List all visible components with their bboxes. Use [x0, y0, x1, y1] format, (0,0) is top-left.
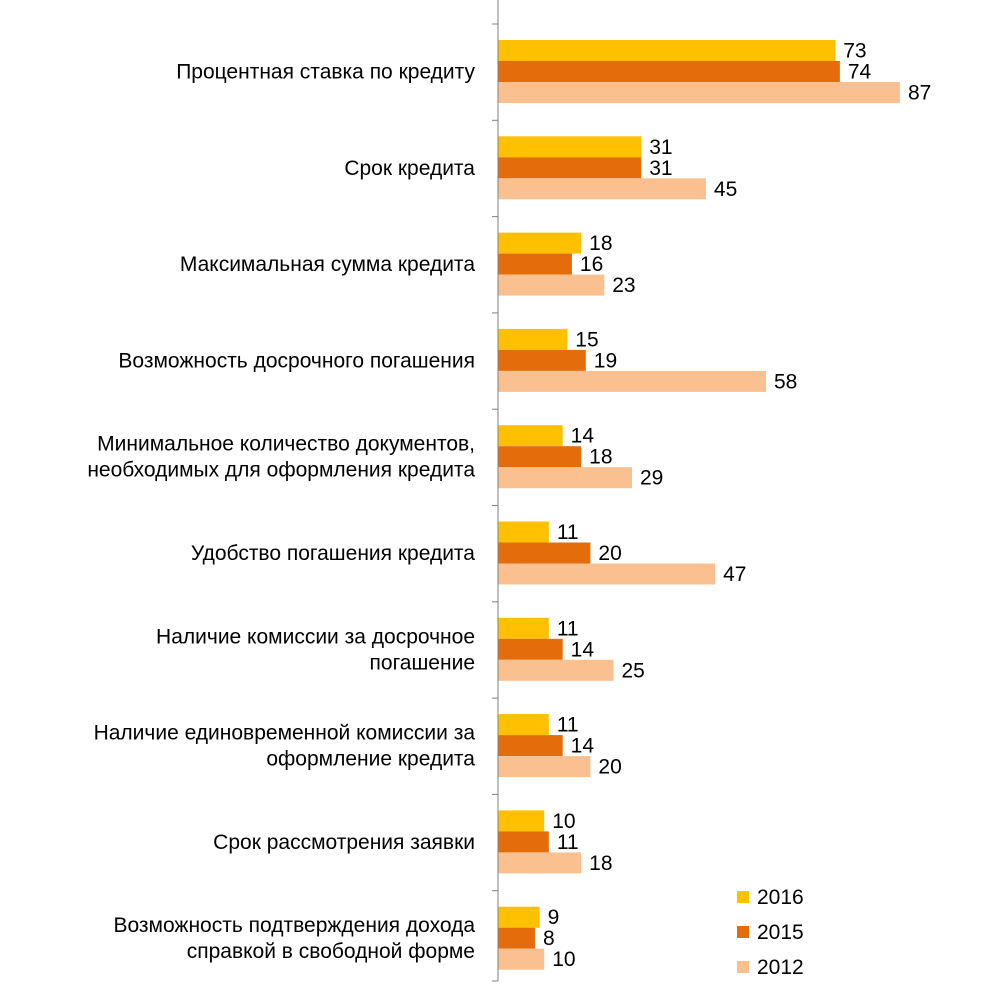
legend: 2016 2015 2012	[737, 886, 804, 979]
value-label: 14	[571, 735, 595, 758]
category-label: Возможность подтверждения дохода справкой…	[113, 914, 475, 963]
category-label: Наличие комиссии за досрочное погашение	[156, 625, 475, 674]
bar-2016	[498, 714, 549, 736]
value-label: 11	[557, 617, 579, 640]
value-label: 14	[571, 638, 595, 661]
legend-label: 2016	[757, 886, 804, 909]
value-label: 8	[543, 927, 555, 950]
value-label: 20	[598, 756, 621, 779]
legend-label: 2015	[757, 921, 804, 944]
bar-2012	[498, 659, 614, 681]
value-label: 18	[589, 852, 612, 875]
value-label: 18	[589, 446, 612, 469]
bar-2012	[498, 370, 766, 392]
category-label-line: необходимых для оформления кредита	[87, 459, 475, 482]
value-label: 20	[598, 542, 621, 565]
bar-2015	[498, 735, 563, 757]
category-label-line: Срок кредита	[344, 157, 475, 180]
value-label: 47	[723, 563, 746, 586]
value-label: 29	[640, 467, 663, 490]
category-axis	[492, 0, 499, 982]
value-label: 14	[571, 425, 595, 448]
category-labels: Процентная ставка по кредиту Срок кредита…	[87, 61, 475, 964]
bar-2012	[498, 852, 582, 874]
value-label: 31	[649, 157, 672, 180]
bar-2016	[498, 328, 568, 350]
bar-2015	[498, 831, 549, 853]
value-label: 11	[557, 714, 579, 737]
bar-2012	[498, 756, 591, 778]
bar-2016	[498, 136, 642, 158]
bar-2012	[498, 467, 632, 489]
value-labels: 7374873131451816231519581418291120471114…	[543, 40, 931, 972]
category-label-line: Возможность досрочного погашения	[118, 349, 475, 372]
category-label-line: справкой в свободной форме	[187, 940, 475, 963]
value-label: 25	[622, 659, 645, 682]
value-label: 58	[774, 370, 797, 393]
category-label-line: Минимальное количество документов,	[97, 433, 475, 456]
legend-swatch-2016	[737, 891, 749, 903]
bars	[498, 40, 900, 970]
bar-2012	[498, 178, 706, 200]
category-label: Срок кредита	[344, 157, 475, 180]
bar-2015	[498, 157, 642, 179]
value-label: 31	[649, 136, 672, 159]
category-label-line: Наличие комиссии за досрочное	[156, 625, 475, 648]
value-label: 16	[580, 253, 603, 276]
bar-2016	[498, 617, 549, 639]
value-label: 11	[557, 521, 579, 544]
legend-label: 2012	[757, 956, 804, 979]
bar-2015	[498, 638, 563, 660]
value-label: 74	[848, 61, 872, 84]
category-label-line: Процентная ставка по кредиту	[176, 61, 475, 84]
category-label-line: Наличие единовременной комиссии за	[94, 722, 476, 745]
value-label: 10	[552, 810, 575, 833]
category-label: Минимальное количество документов, необхо…	[87, 433, 475, 482]
value-label: 10	[552, 948, 575, 971]
category-label-line: оформление кредита	[266, 748, 475, 771]
category-label: Процентная ставка по кредиту	[176, 61, 475, 84]
bar-2015	[498, 542, 591, 564]
bar-2015	[498, 61, 840, 82]
category-label: Наличие единовременной комиссии за оформл…	[94, 722, 476, 771]
category-label-line: Срок рассмотрения заявки	[213, 831, 475, 854]
bar-2015	[498, 253, 572, 275]
value-label: 9	[548, 906, 560, 929]
category-label-line: Удобство погашения кредита	[191, 542, 475, 565]
bar-2012	[498, 274, 605, 296]
bar-2015	[498, 927, 535, 949]
bar-2012	[498, 948, 545, 970]
value-label: 23	[612, 274, 635, 297]
bar-2016	[498, 810, 545, 832]
category-label-line: Возможность подтверждения дохода	[113, 914, 475, 937]
value-label: 19	[594, 349, 617, 372]
bar-2012	[498, 563, 716, 585]
category-label: Срок рассмотрения заявки	[213, 831, 475, 854]
value-label: 11	[557, 831, 579, 854]
category-label-line: погашение	[370, 651, 475, 674]
value-label: 18	[589, 232, 612, 255]
value-label: 73	[843, 40, 866, 63]
bar-2016	[498, 521, 549, 543]
value-label: 87	[908, 82, 931, 105]
bar-2016	[498, 232, 582, 254]
bar-2016	[498, 425, 563, 447]
bar-2016	[498, 40, 836, 61]
bar-2012	[498, 82, 900, 103]
category-label: Возможность досрочного погашения	[118, 349, 475, 372]
value-label: 45	[714, 178, 737, 201]
category-label-line: Максимальная сумма кредита	[180, 253, 475, 276]
category-label: Удобство погашения кредита	[191, 542, 475, 565]
bar-2016	[498, 906, 540, 928]
category-label: Максимальная сумма кредита	[180, 253, 475, 276]
bar-2015	[498, 349, 586, 371]
bar-2015	[498, 446, 582, 468]
legend-swatch-2015	[737, 926, 749, 938]
value-label: 15	[575, 328, 598, 351]
legend-swatch-2012	[737, 961, 749, 973]
